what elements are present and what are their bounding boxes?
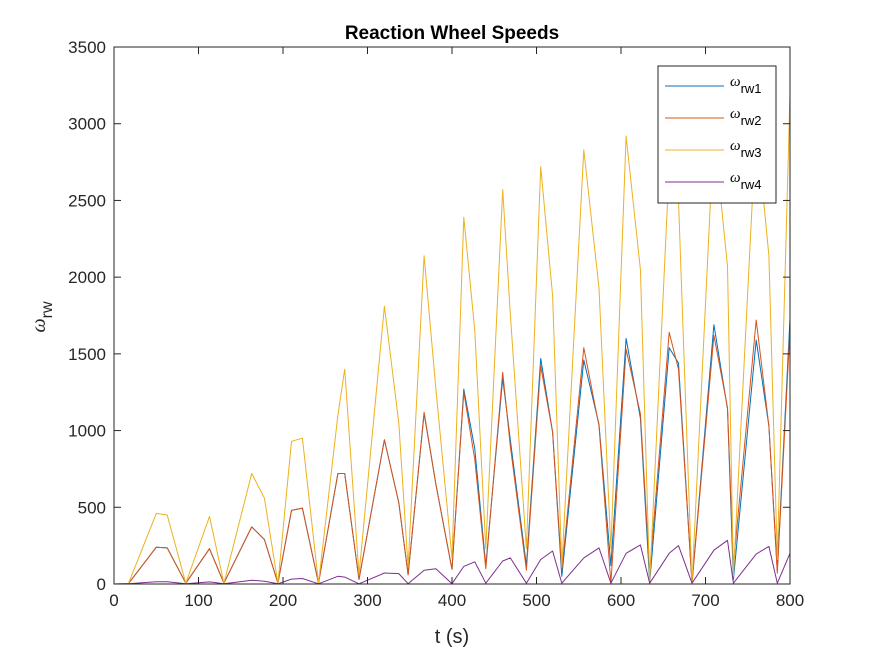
y-tick-label: 1000 <box>68 422 106 441</box>
y-tick-label: 500 <box>78 498 106 517</box>
legend-entry-rw2: ωrw2 <box>665 106 762 128</box>
y-axis-label-symbol: ω <box>28 318 50 332</box>
y-axis-label-subscript: rw <box>39 301 56 318</box>
x-axis-label: t (s) <box>435 626 469 648</box>
svg-text:ωrw: ωrw <box>28 301 56 332</box>
series-line-rw3 <box>113 92 791 585</box>
legend: ωrw1 ωrw2 ωrw3 ωrw4 <box>657 65 777 204</box>
y-tick-label: 1500 <box>68 345 106 364</box>
x-tick-label: 100 <box>184 591 212 610</box>
x-tick-label: 800 <box>776 591 804 610</box>
y-tick-label: 3500 <box>68 38 106 57</box>
legend-entry-rw4: ωrw4 <box>665 170 762 192</box>
y-tick-label: 0 <box>97 575 106 594</box>
y-axis-label: ωrw <box>28 301 56 332</box>
axes-layer: 0 100 200 300 400 500 600 700 800 0 500 1000 1500 200… <box>68 38 804 610</box>
x-tick-label: 0 <box>109 591 118 610</box>
legend-entry-rw1: ωrw1 <box>665 74 762 96</box>
x-tick-label: 500 <box>522 591 550 610</box>
x-tick-label: 600 <box>607 591 635 610</box>
y-tick-label: 2000 <box>68 268 106 287</box>
legend-label-rw1: ωrw1 <box>730 74 762 96</box>
x-tick-label: 200 <box>269 591 297 610</box>
series-layer <box>113 92 791 585</box>
x-tick-label: 700 <box>691 591 719 610</box>
legend-box <box>657 65 777 204</box>
y-tick-label: 3000 <box>68 115 106 134</box>
series-line-rw4 <box>113 539 791 585</box>
chart-title: Reaction Wheel Speeds <box>345 23 559 44</box>
legend-label-rw2: ωrw2 <box>730 106 762 128</box>
legend-label-rw3: ωrw3 <box>730 138 762 160</box>
x-tick-label: 400 <box>438 591 466 610</box>
y-tick-label: 2500 <box>68 191 106 210</box>
x-tick-label: 300 <box>353 591 381 610</box>
legend-entry-rw3: ωrw3 <box>665 138 762 160</box>
series-line-rw2 <box>113 319 791 585</box>
legend-label-rw4: ωrw4 <box>730 170 762 192</box>
